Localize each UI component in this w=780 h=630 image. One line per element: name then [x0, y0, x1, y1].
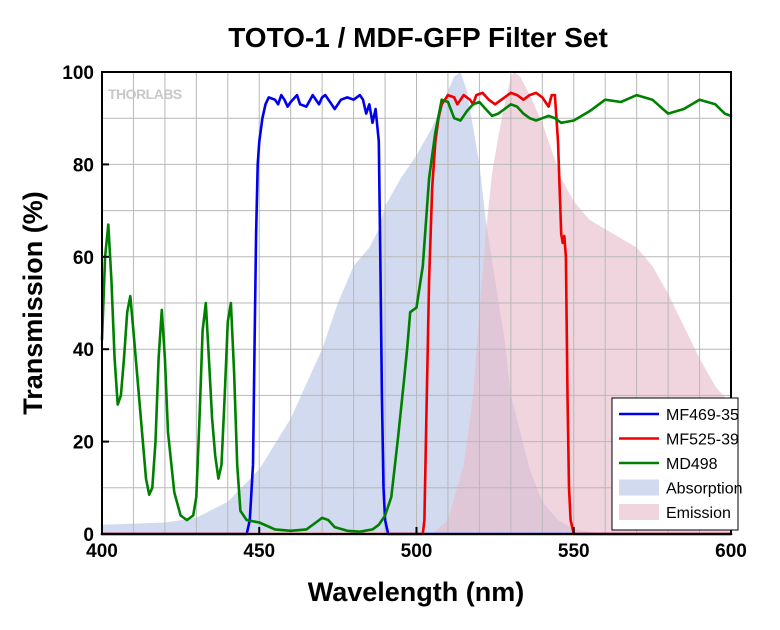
y-tick-label: 40	[73, 340, 94, 361]
x-tick-label: 500	[401, 541, 433, 562]
line-series	[100, 91, 733, 536]
line-mf469-35	[100, 93, 733, 536]
legend-label: Absorption	[666, 481, 743, 498]
x-tick-label: 550	[558, 541, 590, 562]
chart-title: TOTO-1 / MDF-GFP Filter Set	[228, 22, 608, 53]
y-tick-label: 80	[73, 155, 94, 176]
legend: MF469-35 MF525-39 MD498 Absorption Emission	[611, 397, 743, 531]
x-axis-title: Wavelength (nm)	[308, 577, 525, 607]
y-axis-title: Transmission (%)	[18, 191, 48, 415]
x-tick-label: 600	[715, 541, 747, 562]
legend-label: MF525-39	[666, 432, 739, 449]
legend-label: MD498	[666, 456, 718, 473]
x-tick-label: 400	[86, 541, 118, 562]
legend-label: Emission	[666, 505, 731, 522]
y-tick-label: 0	[83, 525, 94, 546]
line-md498	[100, 93, 733, 533]
legend-swatch-emission	[619, 504, 659, 520]
axis-ticks: 400 450 500 550 600 0 20 40 60 80 100	[62, 63, 747, 562]
legend-swatch-absorption	[619, 479, 659, 496]
x-tick-label: 450	[243, 541, 275, 562]
y-tick-label: 100	[62, 63, 94, 84]
thorlabs-logo: THORLABS	[108, 86, 182, 102]
legend-label: MF469-35	[666, 407, 739, 424]
y-tick-label: 20	[73, 433, 94, 454]
y-tick-label: 60	[73, 248, 94, 269]
